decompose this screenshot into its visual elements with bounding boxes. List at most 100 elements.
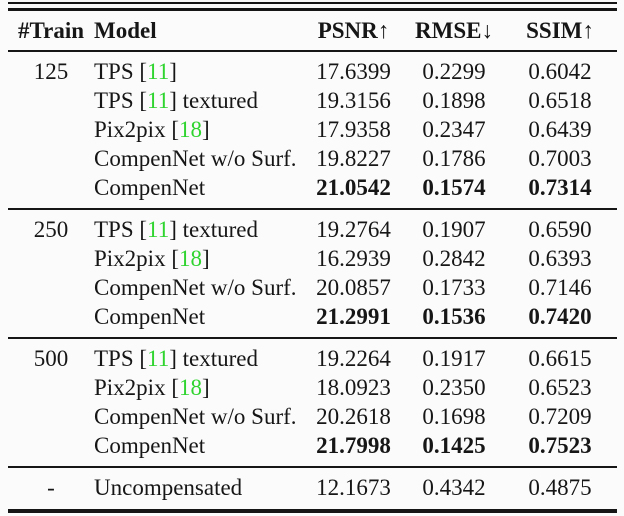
- table-row: CompenNet 21.0542 0.1574 0.7314: [8, 173, 617, 209]
- cell-ssim-value: 0.7209: [528, 403, 592, 429]
- cell-psnr-value: 20.2618: [316, 403, 391, 429]
- cell-rmse-value: 0.2350: [422, 374, 486, 400]
- cell-psnr-value: 16.2939: [316, 245, 391, 271]
- citation-ref[interactable]: 11: [147, 216, 170, 242]
- table-row: Pix2pix [18] 17.9358 0.2347 0.6439: [8, 115, 617, 144]
- cell-psnr-value: 12.1673: [302, 466, 405, 508]
- model-name-text: Uncompensated: [94, 474, 243, 500]
- model-name-text: ]: [201, 374, 210, 400]
- cell-psnr-value: 19.2764: [302, 208, 405, 244]
- table-row: 125 TPS [11] 17.6399 0.2299 0.6042: [8, 51, 617, 86]
- model-name-text: CompenNet w/o Surf.: [94, 274, 297, 300]
- table-row: TPS [11] textured 19.3156 0.1898 0.6518: [8, 86, 617, 115]
- model-name-text: CompenNet w/o Surf.: [94, 403, 297, 429]
- cell-ssim-value: 0.6518: [528, 87, 592, 113]
- cell-rmse-value: 0.1898: [422, 87, 486, 113]
- cell-train-count: [8, 302, 94, 338]
- cell-ssim-value: 0.6615: [503, 337, 617, 373]
- citation-ref[interactable]: 11: [147, 58, 170, 84]
- table-row: Pix2pix [18] 16.2939 0.2842 0.6393: [8, 244, 617, 273]
- table-row: CompenNet 21.2991 0.1536 0.7420: [8, 302, 617, 338]
- table-row: CompenNet 21.7998 0.1425 0.7523: [8, 431, 617, 467]
- cell-model: CompenNet: [94, 302, 302, 338]
- cell-train-count: -: [8, 466, 94, 508]
- cell-rmse-value: 0.1574: [422, 174, 486, 200]
- table-row: CompenNet w/o Surf. 20.2618 0.1698 0.7209: [8, 402, 617, 431]
- column-header-rmse: RMSE↓: [405, 11, 503, 52]
- cell-ssim-value: 0.6393: [528, 245, 592, 271]
- cell-ssim-value: 0.6590: [503, 208, 617, 244]
- model-name-text: TPS [: [94, 58, 148, 84]
- cell-model: TPS [11]: [94, 51, 302, 86]
- model-name-text: Pix2pix [: [94, 116, 179, 142]
- cell-psnr-value: 21.2991: [316, 303, 391, 329]
- cell-train-count: 250: [8, 208, 94, 244]
- cell-rmse-value: 0.1786: [422, 145, 486, 171]
- cell-ssim-value: 0.6523: [528, 374, 592, 400]
- model-name-text: Pix2pix [: [94, 374, 179, 400]
- table-row: 500 TPS [11] textured 19.2264 0.1917 0.6615: [8, 337, 617, 373]
- top-rule-inner: [8, 8, 617, 11]
- cell-rmse-value: 0.1536: [422, 303, 486, 329]
- cell-ssim-value: 0.7523: [528, 432, 592, 458]
- cell-train-count: [8, 431, 94, 467]
- cell-ssim-value: 0.6042: [528, 58, 592, 84]
- cell-model: CompenNet w/o Surf.: [94, 402, 302, 431]
- cell-rmse-value: 0.1733: [422, 274, 486, 300]
- model-name-text: ]: [169, 58, 177, 84]
- model-name-text: TPS [: [94, 87, 148, 113]
- cell-train-count: [8, 86, 94, 115]
- results-table: #Train Model PSNR↑ RMSE↓ SSIM↑ 125 TPS [1…: [8, 11, 617, 508]
- model-name-text: TPS [: [94, 345, 148, 371]
- table-row: 250 TPS [11] textured 19.2764 0.1907 0.6590: [8, 208, 617, 244]
- model-name-text: CompenNet: [94, 174, 206, 200]
- model-name-text: ] textured: [169, 216, 258, 242]
- cell-model: Pix2pix [18]: [94, 373, 302, 402]
- cell-train-count: [8, 273, 94, 302]
- model-name-text: CompenNet w/o Surf.: [94, 145, 297, 171]
- cell-rmse-value: 0.2299: [422, 58, 486, 84]
- cell-ssim-value: 0.6439: [528, 116, 592, 142]
- cell-psnr-value: 19.3156: [316, 87, 391, 113]
- cell-rmse-value: 0.1698: [422, 403, 486, 429]
- cell-psnr-value: 21.7998: [316, 432, 391, 458]
- table-row: CompenNet w/o Surf. 20.0857 0.1733 0.7146: [8, 273, 617, 302]
- cell-ssim-value: 0.7314: [528, 174, 592, 200]
- cell-train-count: [8, 144, 94, 173]
- cell-model: TPS [11] textured: [94, 208, 302, 244]
- model-name-text: TPS [: [94, 216, 148, 242]
- cell-psnr-value: 17.6399: [316, 58, 391, 84]
- results-table-head: #Train Model PSNR↑ RMSE↓ SSIM↑: [8, 11, 617, 52]
- cell-rmse-value: 0.4342: [405, 466, 503, 508]
- cell-psnr-value: 19.8227: [316, 145, 391, 171]
- cell-ssim-value: 0.7146: [528, 274, 592, 300]
- cell-model: TPS [11] textured: [94, 86, 302, 115]
- table-row: CompenNet w/o Surf. 19.8227 0.1786 0.7003: [8, 144, 617, 173]
- cell-rmse-value: 0.2842: [422, 245, 486, 271]
- column-header-train: #Train: [8, 11, 94, 52]
- model-name-text: Pix2pix [: [94, 245, 179, 271]
- cell-model: Pix2pix [18]: [94, 115, 302, 144]
- cell-rmse-value: 0.1917: [405, 337, 503, 373]
- cell-model: CompenNet w/o Surf.: [94, 273, 302, 302]
- column-header-model: Model: [94, 11, 302, 52]
- cell-model: Pix2pix [18]: [94, 244, 302, 273]
- citation-ref[interactable]: 18: [178, 116, 202, 142]
- cell-psnr-value: 19.2264: [302, 337, 405, 373]
- model-name-text: ]: [201, 245, 210, 271]
- cell-model: Uncompensated: [94, 466, 302, 508]
- cell-psnr-value: 21.0542: [316, 174, 391, 200]
- model-name-text: CompenNet: [94, 432, 206, 458]
- citation-ref[interactable]: 11: [147, 345, 170, 371]
- cell-model: CompenNet: [94, 431, 302, 467]
- citation-ref[interactable]: 18: [178, 374, 202, 400]
- cell-train-count: 500: [8, 337, 94, 373]
- citation-ref[interactable]: 11: [147, 87, 170, 113]
- model-name-text: ] textured: [169, 87, 258, 113]
- table-row: Pix2pix [18] 18.0923 0.2350 0.6523: [8, 373, 617, 402]
- cell-train-count: [8, 402, 94, 431]
- cell-rmse-value: 0.1907: [405, 208, 503, 244]
- bottom-rule: [8, 509, 617, 513]
- cell-train-count: [8, 373, 94, 402]
- citation-ref[interactable]: 18: [178, 245, 202, 271]
